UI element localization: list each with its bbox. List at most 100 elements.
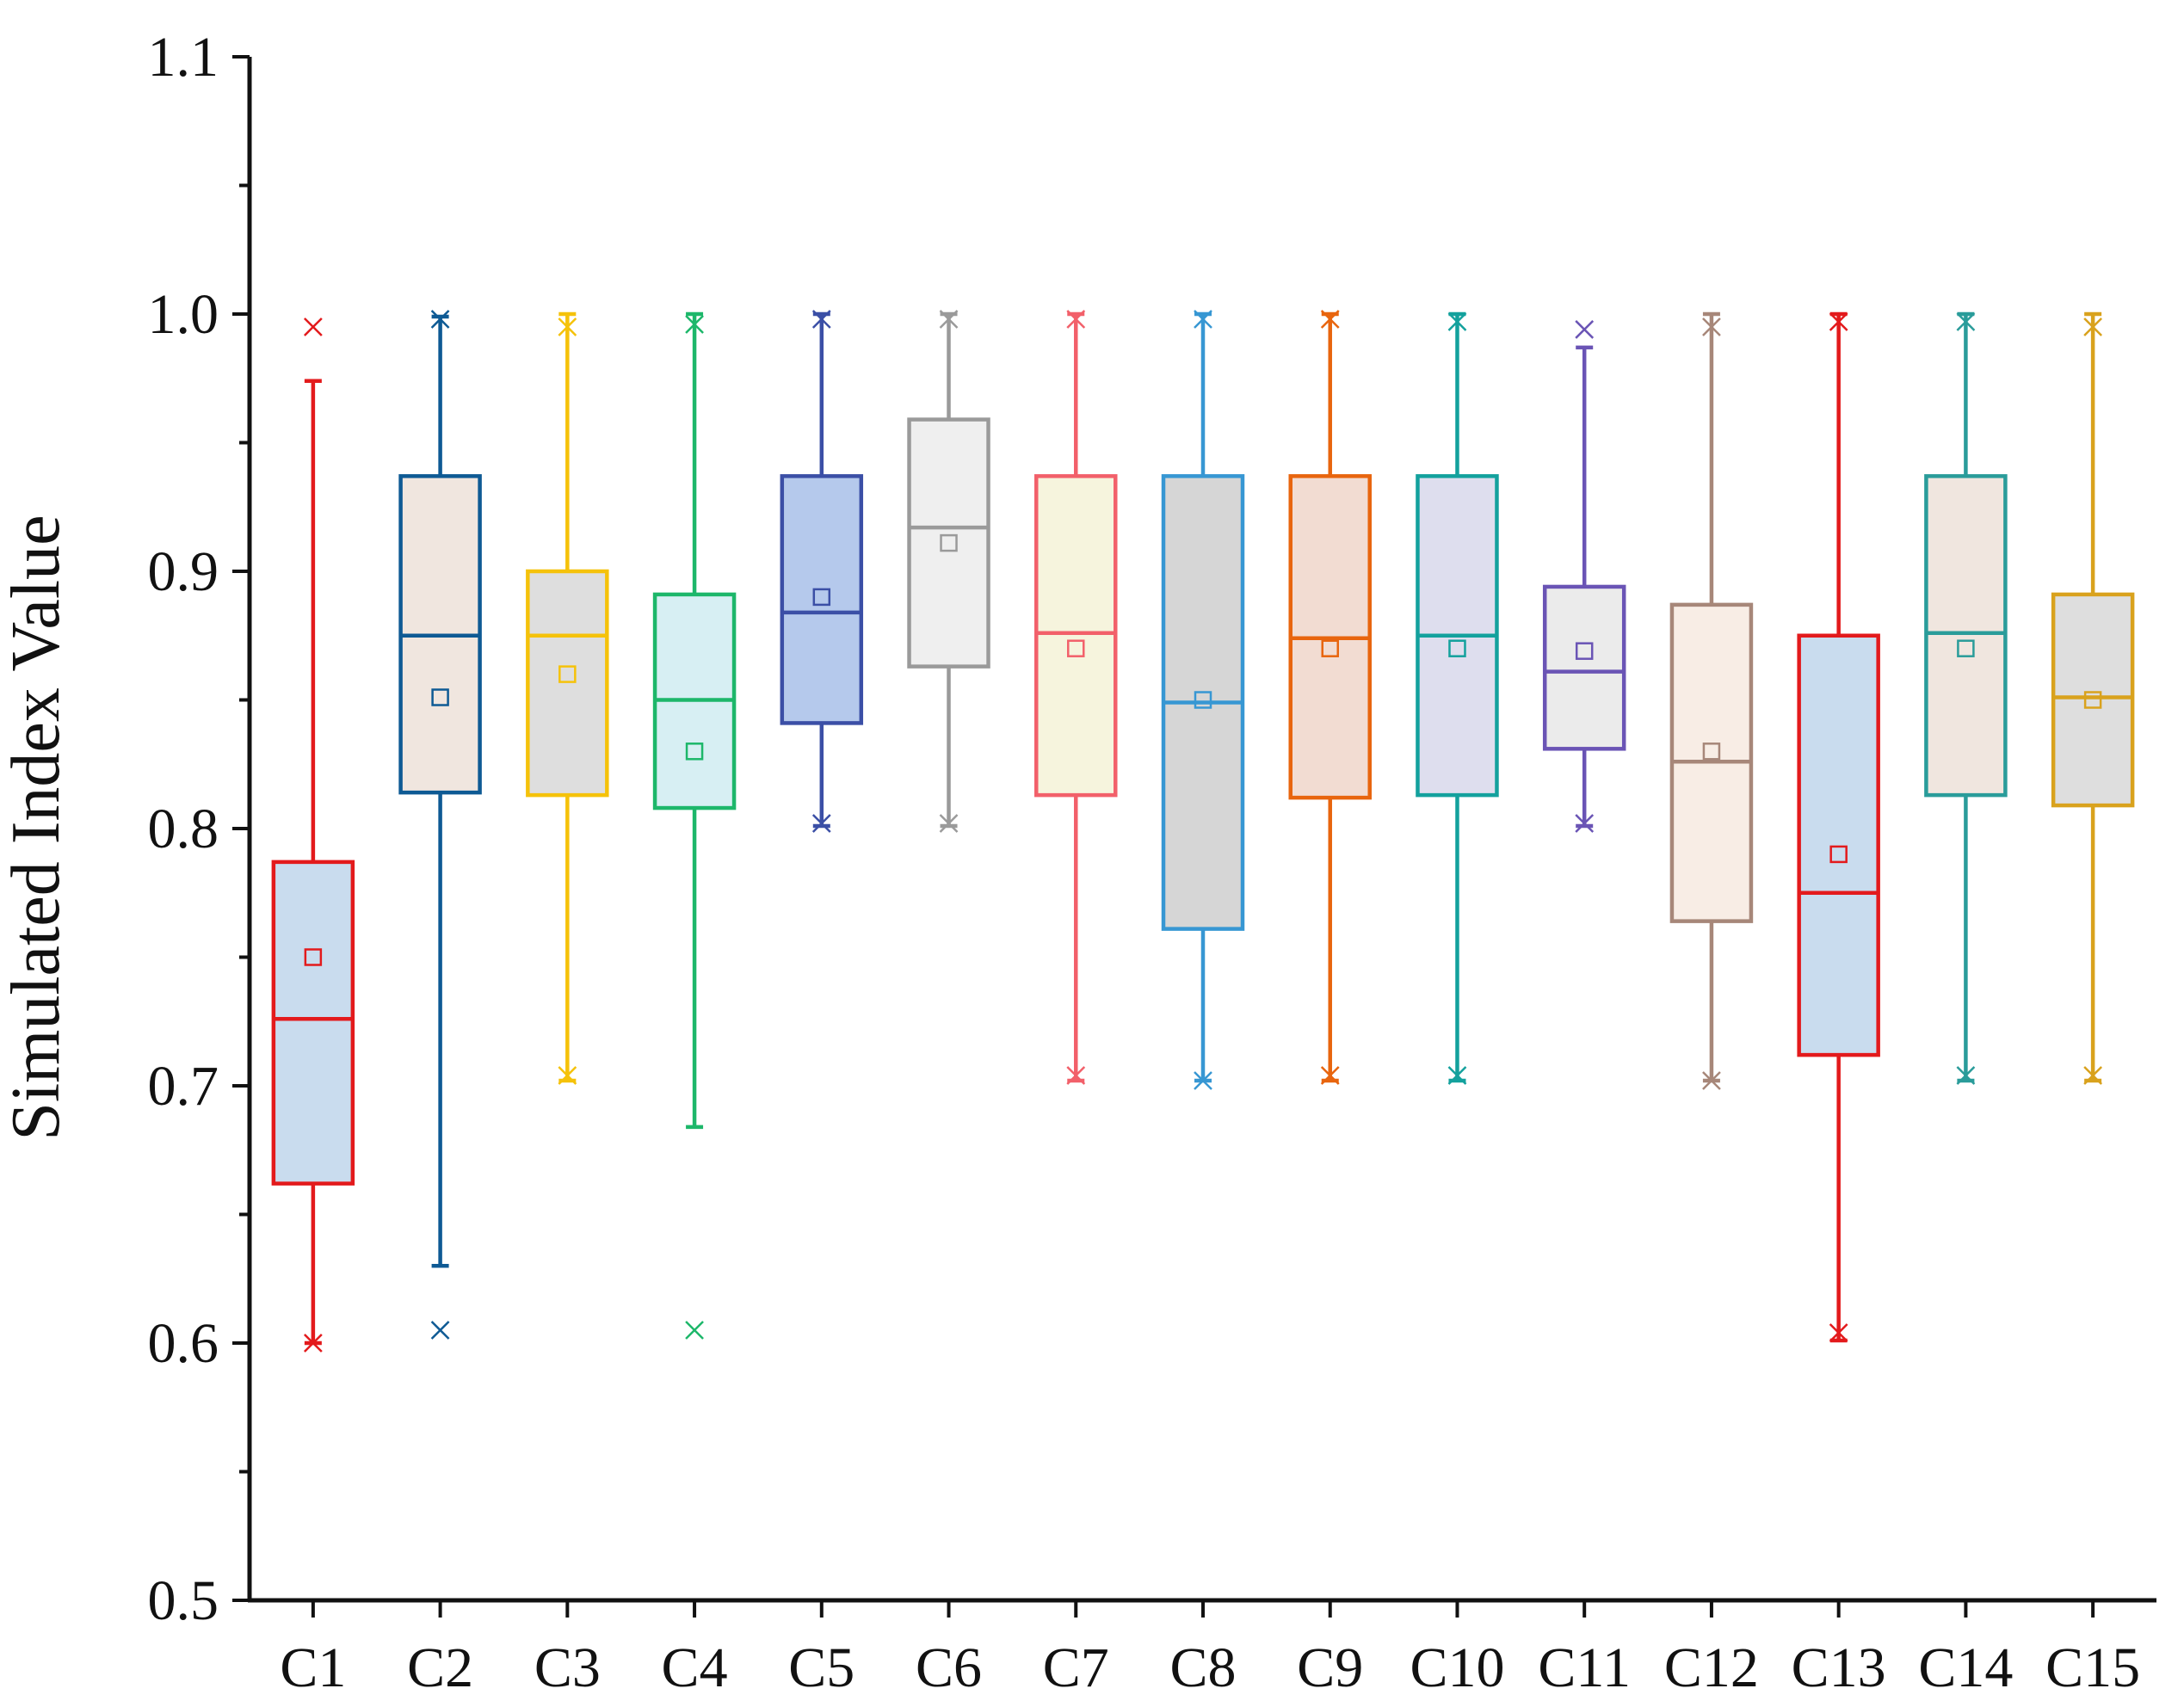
max-marker-stroke <box>1447 312 1467 331</box>
mean-marker <box>812 588 831 607</box>
min-marker-stroke <box>558 1066 577 1085</box>
y-tick-label: 0.5 <box>148 1569 219 1632</box>
x-tick-label: C3 <box>534 1636 601 1699</box>
min-marker <box>1956 1066 1976 1085</box>
iqr-box <box>1924 474 2008 798</box>
box-c9 <box>1288 310 1372 1085</box>
min-marker-stroke <box>1194 1071 1212 1090</box>
mean-marker <box>1702 743 1721 761</box>
max-marker <box>685 315 704 334</box>
min-marker-stroke <box>1829 1323 1848 1342</box>
max-marker-stroke <box>1829 312 1848 331</box>
y-tick-label: 0.6 <box>148 1312 219 1375</box>
x-axis: C1 C2 C3 C4 C5 C6 C7 C8 C9 C10 C11 C12 C13 C14 C15 <box>248 1598 2156 1699</box>
max-marker-stroke <box>430 310 450 329</box>
box-c3 <box>526 311 609 1085</box>
min-marker <box>558 1066 577 1085</box>
min-marker-stroke <box>1956 1066 1976 1085</box>
max-marker-stroke <box>558 317 577 336</box>
max-marker-stroke <box>1320 310 1340 329</box>
box-c10 <box>1416 311 1499 1085</box>
box-c11 <box>1542 320 1626 833</box>
min-marker <box>430 1321 450 1340</box>
max-marker <box>939 310 959 329</box>
mean-marker <box>431 688 449 706</box>
max-marker <box>811 310 831 329</box>
boxes <box>271 310 2135 1353</box>
box-c6 <box>907 310 990 833</box>
min-marker-stroke <box>1066 1066 1086 1085</box>
x-tick-label: C8 <box>1169 1636 1236 1699</box>
y-tick-label: 1.0 <box>148 283 219 346</box>
x-tick-label: C1 <box>280 1636 346 1699</box>
min-marker-stroke <box>1320 1066 1340 1085</box>
max-marker <box>1956 312 1976 331</box>
max-marker <box>1829 312 1848 331</box>
min-marker <box>2083 1066 2103 1085</box>
mean-marker <box>1194 691 1212 709</box>
min-marker <box>303 1334 323 1353</box>
x-tick-label: C12 <box>1664 1636 1759 1699</box>
y-axis: 0.5 0.6 0.7 0.8 0.9 1.0 1.1 <box>148 26 252 1632</box>
x-tick-label: C11 <box>1538 1636 1631 1699</box>
max-marker <box>558 317 577 336</box>
y-tick-label: 0.8 <box>148 798 219 860</box>
max-marker-stroke <box>1956 312 1976 331</box>
iqr-box <box>271 860 355 1186</box>
box-c15 <box>2051 311 2135 1085</box>
max-marker-stroke <box>303 317 323 336</box>
iqr-box <box>1034 474 1118 798</box>
min-marker <box>1320 1066 1340 1085</box>
mean-marker <box>558 665 577 683</box>
box-c7 <box>1034 310 1118 1085</box>
min-marker <box>1829 1323 1848 1342</box>
mean-marker <box>304 948 323 966</box>
x-tick-label: C4 <box>662 1636 728 1699</box>
max-marker <box>430 310 450 329</box>
x-tick-label: C9 <box>1297 1636 1363 1699</box>
x-tick-label: C2 <box>407 1636 473 1699</box>
max-marker-stroke <box>1575 320 1595 339</box>
iqr-box <box>1542 584 1626 751</box>
min-marker-stroke <box>685 1321 704 1340</box>
min-marker <box>1194 1071 1212 1090</box>
max-marker <box>2083 317 2103 336</box>
max-marker <box>1320 310 1340 329</box>
x-tick-label: C7 <box>1043 1636 1109 1699</box>
max-marker <box>1702 317 1721 336</box>
x-tick-label: C5 <box>788 1636 854 1699</box>
x-tick-label: C6 <box>916 1636 982 1699</box>
iqr-box <box>780 474 864 725</box>
max-marker <box>303 317 323 336</box>
min-marker <box>1575 814 1595 833</box>
min-marker-stroke <box>1702 1071 1721 1090</box>
mean-marker <box>1448 639 1466 657</box>
mean-marker <box>1829 845 1848 864</box>
max-marker-stroke <box>1194 310 1212 329</box>
mean-marker <box>2083 691 2102 709</box>
iqr-box <box>907 417 990 669</box>
mean-marker <box>1575 642 1594 660</box>
min-marker <box>939 814 959 833</box>
x-tick-label: C13 <box>1792 1636 1886 1699</box>
max-marker-stroke <box>1066 310 1086 329</box>
min-marker-stroke <box>811 814 831 833</box>
min-marker-stroke <box>430 1321 450 1340</box>
mean-marker <box>1321 639 1339 657</box>
max-marker <box>1066 310 1086 329</box>
box-c12 <box>1669 311 1754 1090</box>
min-marker-stroke <box>303 1334 323 1353</box>
max-marker <box>1194 310 1212 329</box>
y-tick-label: 0.9 <box>148 540 219 603</box>
box-c2 <box>398 310 482 1340</box>
min-marker-stroke <box>1575 814 1595 833</box>
y-tick-label: 1.1 <box>148 26 219 89</box>
max-marker-stroke <box>2083 317 2103 336</box>
y-tick-label: 0.7 <box>148 1055 219 1118</box>
y-axis-title: Simulated Index Value <box>0 515 74 1140</box>
box-c4 <box>652 311 737 1340</box>
mean-marker <box>1957 639 1975 657</box>
box-c13 <box>1797 311 1880 1343</box>
box-c8 <box>1161 310 1245 1090</box>
min-marker-stroke <box>2083 1066 2103 1085</box>
